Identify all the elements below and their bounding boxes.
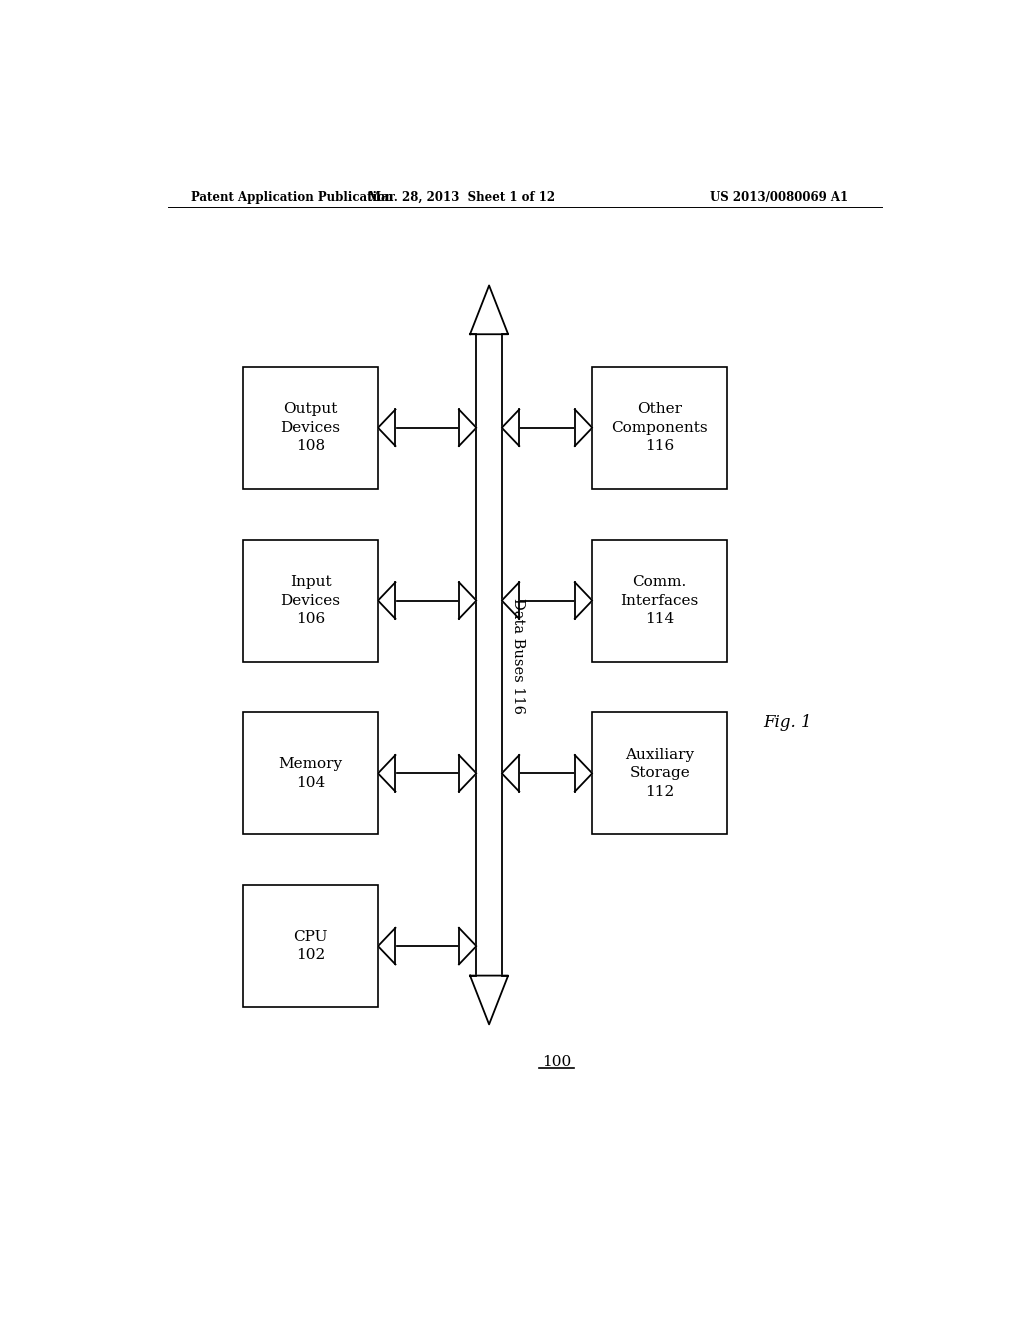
Polygon shape [502, 755, 519, 792]
Bar [243, 713, 378, 834]
Text: Auxiliary
Storage
112: Auxiliary Storage 112 [625, 748, 694, 799]
Text: Data Buses 116: Data Buses 116 [511, 598, 525, 714]
Polygon shape [378, 928, 395, 965]
Text: Other
Components
116: Other Components 116 [611, 403, 708, 453]
Text: Memory
104: Memory 104 [279, 758, 343, 789]
Text: Mar. 28, 2013  Sheet 1 of 12: Mar. 28, 2013 Sheet 1 of 12 [368, 190, 555, 203]
Polygon shape [574, 582, 592, 619]
Text: 100: 100 [542, 1055, 571, 1069]
Bar [592, 367, 727, 488]
Bar [243, 367, 378, 488]
Bar [592, 713, 727, 834]
Text: CPU
102: CPU 102 [293, 929, 328, 962]
Text: Input
Devices
106: Input Devices 106 [281, 576, 341, 626]
Polygon shape [459, 582, 476, 619]
Text: Comm.
Interfaces
114: Comm. Interfaces 114 [621, 576, 698, 626]
Text: Fig. 1: Fig. 1 [763, 714, 811, 731]
Polygon shape [470, 975, 508, 1024]
Text: Patent Application Publication: Patent Application Publication [191, 190, 394, 203]
Bar [592, 540, 727, 661]
Polygon shape [378, 755, 395, 792]
Polygon shape [459, 409, 476, 446]
Polygon shape [459, 928, 476, 965]
Polygon shape [574, 755, 592, 792]
Text: US 2013/0080069 A1: US 2013/0080069 A1 [710, 190, 848, 203]
Polygon shape [470, 285, 508, 334]
Polygon shape [378, 582, 395, 619]
Polygon shape [574, 409, 592, 446]
Polygon shape [502, 582, 519, 619]
Text: Output
Devices
108: Output Devices 108 [281, 403, 341, 453]
Polygon shape [378, 409, 395, 446]
Bar [243, 886, 378, 1007]
Polygon shape [502, 409, 519, 446]
Polygon shape [459, 755, 476, 792]
Bar [243, 540, 378, 661]
